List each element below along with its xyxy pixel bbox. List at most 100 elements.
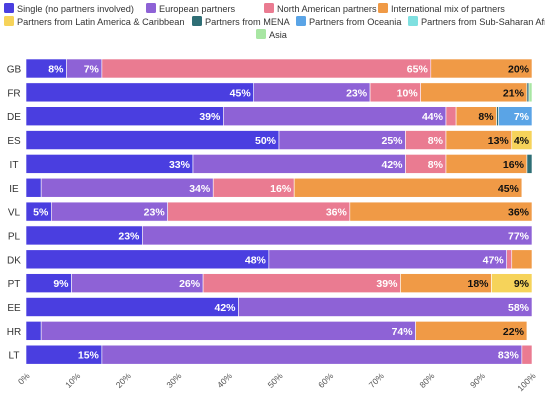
category-label: HR — [7, 327, 21, 338]
data-label: 16% — [270, 183, 292, 195]
data-label: 39% — [376, 278, 398, 290]
data-label: 74% — [392, 326, 414, 338]
x-tick-label: 70% — [367, 370, 386, 389]
data-label: 9% — [53, 278, 69, 290]
data-label: 8% — [428, 159, 444, 171]
bar-segment — [506, 249, 513, 270]
legend-item: Partners from Oceania — [296, 16, 402, 27]
data-label: 39% — [199, 111, 221, 123]
legend-swatch — [4, 3, 14, 13]
x-tick-label: 50% — [266, 370, 285, 389]
bar-segment — [192, 154, 406, 174]
x-tick-label: 30% — [164, 370, 183, 389]
bar-segment — [526, 82, 530, 103]
data-label: 23% — [346, 87, 368, 99]
bar-row-vl: VL 5% 23% 36% 36% — [8, 201, 533, 222]
x-axis: 0% 10% 20% 30% 40% 50% 60% 70% 80% 90% 100% — [16, 370, 538, 393]
legend-item: North American partners — [264, 3, 377, 14]
data-label: 45% — [230, 87, 252, 99]
bar-segment — [349, 201, 533, 222]
legend-item: Partners from MENA — [192, 16, 291, 27]
data-label: 65% — [407, 64, 429, 76]
legend-label: Partners from Sub-Saharan Africa — [421, 17, 545, 27]
bar-segment — [528, 82, 533, 103]
data-label: 77% — [508, 230, 530, 242]
category-label: PL — [8, 231, 21, 242]
bar-segment — [40, 321, 416, 341]
bar-segment — [142, 225, 533, 246]
data-label: 5% — [33, 207, 49, 219]
bar-segment — [223, 106, 447, 126]
category-label: VL — [8, 208, 21, 219]
category-label: EE — [7, 303, 21, 314]
legend-swatch — [256, 29, 266, 39]
data-label: 7% — [514, 111, 530, 123]
bar-segment — [496, 106, 499, 126]
data-label: 7% — [84, 64, 100, 76]
category-label: IT — [10, 160, 19, 171]
legend-label: Partners from Oceania — [309, 17, 402, 27]
data-label: 45% — [498, 183, 520, 195]
bar-segment — [25, 249, 270, 270]
legend-item: European partners — [146, 3, 236, 14]
bar-row-lt: LT 15% 83% — [9, 344, 533, 365]
data-label: 20% — [508, 64, 530, 76]
data-label: 8% — [428, 135, 444, 147]
bar-segment — [101, 344, 523, 365]
legend-swatch — [378, 3, 388, 13]
data-label: 33% — [169, 159, 191, 171]
bar-segment — [25, 106, 224, 126]
data-label: 10% — [397, 87, 419, 99]
legend-item: Single (no partners involved) — [4, 3, 134, 14]
data-label: 34% — [189, 183, 211, 195]
data-label: 15% — [78, 350, 100, 362]
legend-label: Single (no partners involved) — [17, 4, 134, 14]
data-label: 44% — [422, 111, 444, 123]
data-label: 22% — [503, 326, 525, 338]
bar-segment — [25, 154, 194, 174]
data-label: 42% — [215, 302, 237, 314]
category-label: GB — [7, 65, 22, 76]
bar-segment — [101, 58, 432, 79]
bar-segment — [40, 177, 214, 198]
bar-segment — [491, 273, 533, 293]
bar-segment — [25, 82, 254, 103]
legend-item: International mix of partners — [378, 3, 505, 14]
bar-row-dk: DK 48% 47% — [7, 249, 533, 270]
data-label: 25% — [381, 135, 403, 147]
category-label: DE — [7, 112, 21, 123]
legend-swatch — [146, 3, 156, 13]
legend: Single (no partners involved) European pa… — [4, 3, 545, 40]
data-label: 48% — [245, 254, 267, 266]
category-label: FR — [7, 88, 20, 99]
category-label: DK — [7, 255, 21, 266]
bar-segment — [293, 177, 523, 198]
bar-row-pl: PL 23% 77% — [8, 225, 533, 246]
bar-row-ie: IE 34% 16% 45% — [9, 177, 523, 198]
legend-item: Partners from Sub-Saharan Africa — [408, 16, 545, 27]
data-label: 23% — [118, 230, 140, 242]
legend-item: Asia — [256, 29, 288, 40]
data-label: 26% — [179, 278, 201, 290]
category-label: IE — [9, 184, 19, 195]
bar-segment — [511, 130, 533, 150]
x-tick-label: 100% — [515, 370, 538, 393]
data-label: 36% — [508, 207, 530, 219]
legend-label: Partners from Latin America & Caribbean — [17, 17, 185, 27]
x-tick-label: 80% — [417, 370, 436, 389]
data-label: 47% — [483, 254, 505, 266]
data-label: 23% — [144, 207, 166, 219]
bar-row-es: ES 50% 25% 8% 13% 4% — [7, 130, 533, 150]
bar-segment — [430, 58, 533, 79]
bar-segment — [526, 154, 533, 174]
data-label: 4% — [514, 135, 530, 147]
bar-segment — [25, 177, 42, 198]
data-label: 50% — [255, 135, 277, 147]
bar-segment — [445, 106, 457, 126]
bar-segment — [511, 249, 533, 270]
legend-label: European partners — [159, 4, 236, 14]
data-label: 13% — [488, 135, 510, 147]
bars: GB 8% 7% 65% 20% FR 45% 23% 10% 21% DE 39% 44% 8% 7% ES… — [7, 58, 533, 365]
bar-segment — [238, 297, 533, 317]
